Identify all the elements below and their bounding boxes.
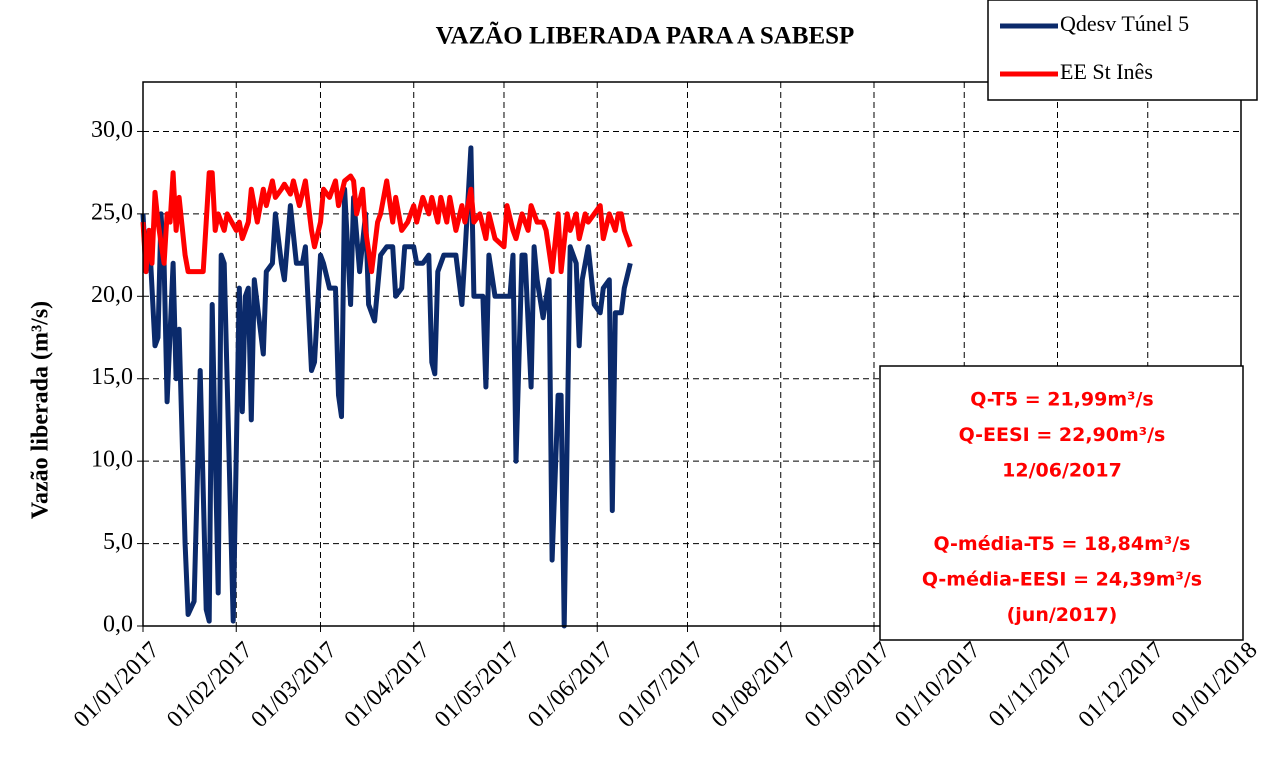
y-axis-label: Vazão liberada (m³/s) xyxy=(28,301,54,519)
legend-box xyxy=(987,0,1258,101)
legend-label: EE St Inês xyxy=(1060,59,1153,84)
annotation-box xyxy=(879,365,1244,641)
legend: Qdesv Túnel 5 EE St Inês xyxy=(987,0,1258,101)
chart-title: VAZÃO LIBERADA PARA A SABESP xyxy=(436,22,855,50)
y-tick-label: 30,0 xyxy=(91,117,133,143)
annotation: Q-T5 = 21,99m³/s Q-EESI = 22,90m³/s 12/06/… xyxy=(879,365,1244,641)
series-line xyxy=(140,145,633,629)
annotation-text: Q-média-T5 = 18,84m³/s xyxy=(934,533,1191,555)
y-tick-label: 10,0 xyxy=(91,447,133,473)
series-line xyxy=(140,170,633,275)
annotation-text: Q-média-EESI = 24,39m³/s xyxy=(922,569,1202,591)
plot-frame xyxy=(142,81,1242,627)
annotation-text: 12/06/2017 xyxy=(1002,460,1122,482)
y-tick-label: 15,0 xyxy=(91,364,133,390)
y-tick-label: 0,0 xyxy=(103,612,133,638)
y-tick-label: 25,0 xyxy=(91,199,133,225)
annotation-text: Q-EESI = 22,90m³/s xyxy=(959,424,1166,446)
lines xyxy=(140,145,633,629)
y-tick-label: 20,0 xyxy=(91,282,133,308)
annotation-text: (jun/2017) xyxy=(1007,604,1118,626)
annotation-text: Q-T5 = 21,99m³/s xyxy=(970,389,1153,411)
legend-label: Qdesv Túnel 5 xyxy=(1060,11,1189,36)
y-tick-label: 5,0 xyxy=(103,529,133,555)
